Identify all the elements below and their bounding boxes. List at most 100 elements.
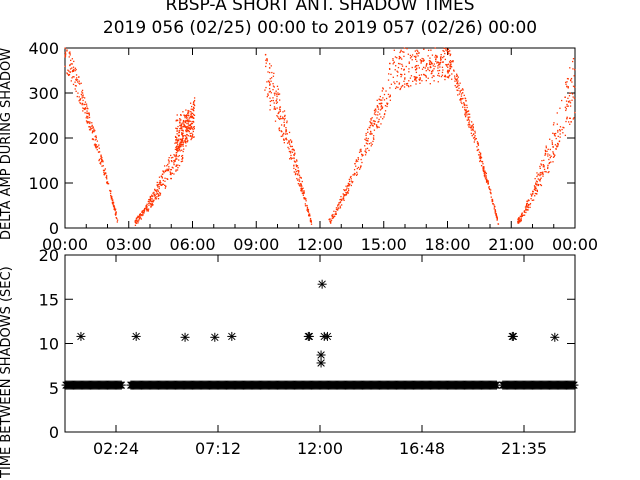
data-point [307,208,310,211]
data-point [482,166,484,168]
data-point [88,112,90,114]
x-tick-label: 00:00 [42,235,88,254]
data-point [84,112,86,114]
data-point [191,117,193,119]
data-point [182,119,185,122]
data-point [428,60,431,62]
data-point [77,92,79,94]
data-point [548,171,550,173]
data-point [449,74,451,77]
data-point [404,83,406,85]
data-point [291,151,294,153]
data-point [568,117,571,119]
data-point [420,62,422,64]
data-point [535,183,537,185]
data-point [96,149,98,151]
figure-title-line2: 2019 056 (02/25) 00:00 to 2019 057 (02/2… [103,18,537,38]
data-point [178,131,181,133]
data-point [101,165,103,167]
data-point [429,63,432,66]
data-point [541,172,544,174]
data-point [270,92,272,94]
data-point [137,222,139,224]
data-point [270,65,272,67]
data-point [464,109,467,112]
data-point [176,138,178,141]
data-point [72,66,75,68]
data-point [351,181,353,184]
data-point [181,140,184,142]
data-point [419,82,421,84]
data-point [431,54,434,56]
data-point [66,72,68,74]
data-point [384,110,387,112]
data-point [464,108,466,111]
data-point [112,202,115,204]
data-point [294,173,297,176]
data-point [166,178,168,180]
data-point [183,148,185,150]
data-point [292,148,295,151]
data-point [185,135,187,137]
data-point [493,205,496,208]
data-point [150,206,152,208]
data-point [300,177,302,179]
data-point [415,69,417,71]
data-point [361,161,363,164]
data-point [445,49,447,51]
data-point [396,75,399,77]
data-point [176,133,178,135]
data-point [180,155,183,157]
data-point [303,198,305,200]
data-point [472,123,474,126]
data-point [387,93,390,96]
data-point [479,154,481,156]
data-point [540,173,542,176]
data-point [380,106,382,108]
data-point [156,189,158,191]
data-point [87,108,89,110]
data-point [461,98,463,100]
data-point [94,135,96,138]
data-point [552,156,555,158]
data-point [370,145,372,147]
data-point [307,211,310,213]
data-point [91,125,93,128]
data-point [524,206,527,208]
data-point [107,182,109,185]
data-point [83,97,86,99]
data-point [290,156,292,159]
data-point [296,179,299,181]
data-point [411,54,414,56]
data-point [423,48,425,51]
data-point [184,137,187,140]
data-point [283,124,286,126]
data-point [175,136,177,138]
data-point [182,123,185,125]
data-point [457,85,459,87]
data-point [143,209,146,211]
data-point [110,198,113,200]
data-point [182,111,184,113]
data-point [78,80,80,82]
data-point [508,331,518,341]
data-point [476,142,479,145]
data-point [347,191,349,193]
data-point [460,95,463,97]
data-point [159,182,161,184]
data-point [535,187,537,190]
data-point [140,214,142,216]
data-point [518,220,521,222]
data-point [350,184,352,187]
data-point [93,128,95,130]
data-point [346,192,348,194]
data-point [136,219,138,221]
data-point [155,198,158,200]
data-point [293,154,295,157]
data-point [266,60,268,62]
data-point [488,187,490,189]
data-point [293,154,295,156]
data-point [399,88,401,91]
data-point [293,167,295,170]
data-point [181,129,183,132]
